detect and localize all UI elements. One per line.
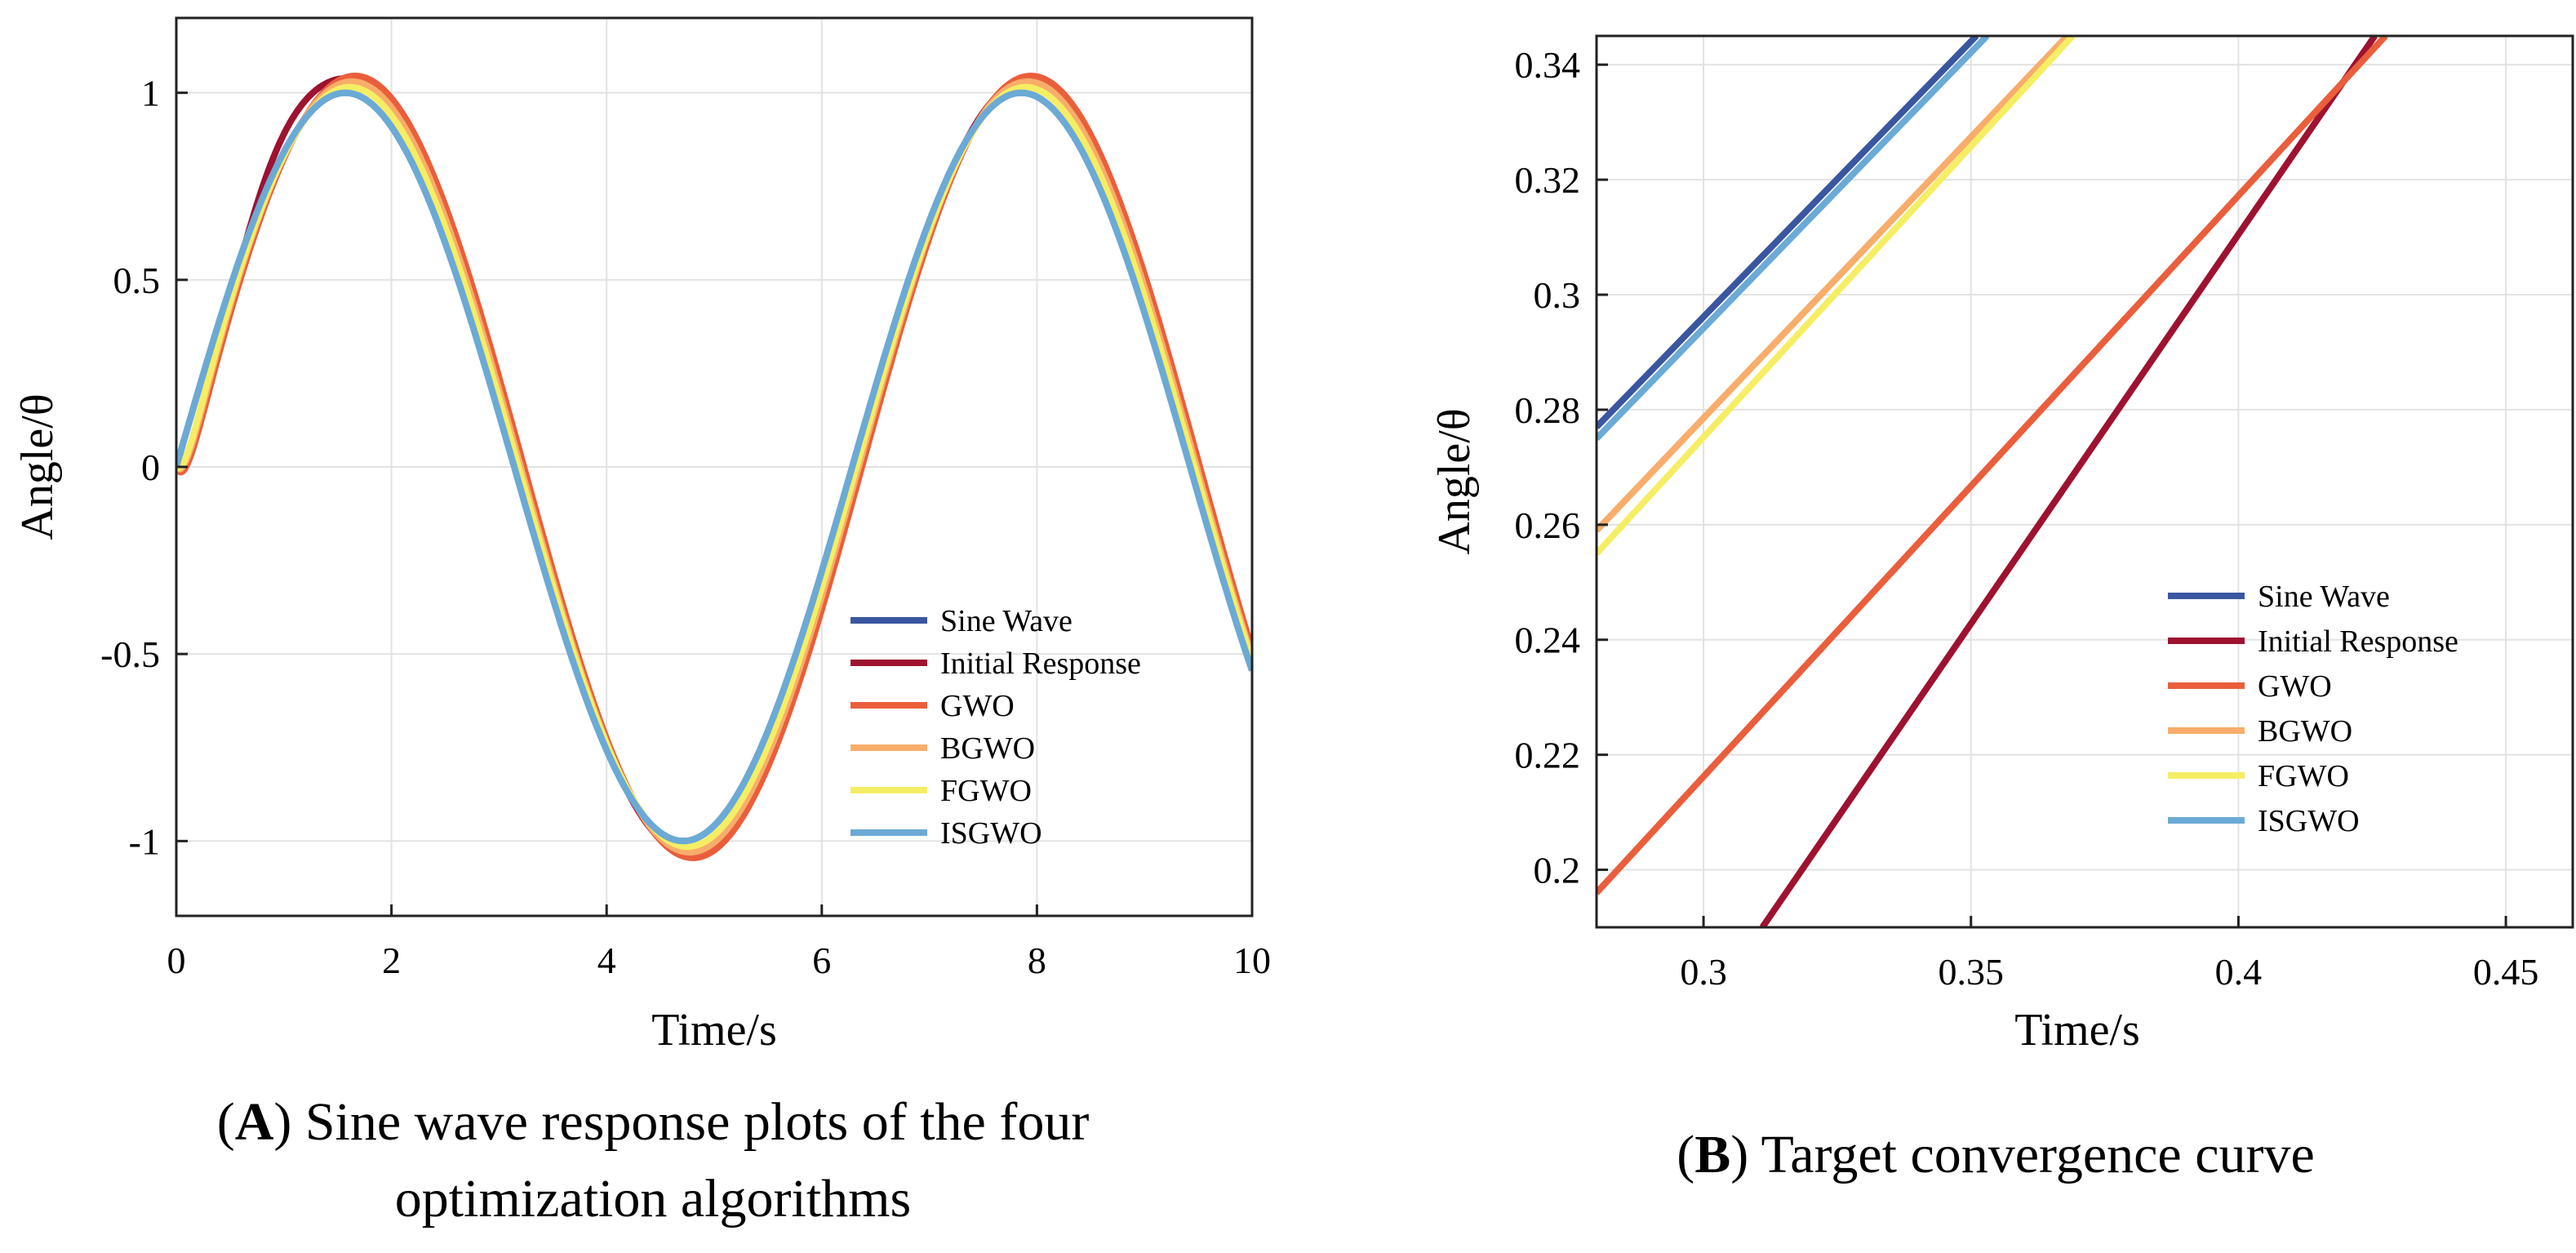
panel-a-caption-line2: optimization algorithms [395,1169,911,1229]
panel-b-y-tick-label: 0.3 [1534,274,1581,316]
panel-a-series-initial-response [176,75,1252,856]
panel-b-legend-label-fgwo: FGWO [2258,759,2349,793]
panel-b-series-sine-wave [1597,36,1979,429]
panel-b-y-label: Angle/θ [1429,408,1480,554]
panel-b-ticks: 0.3 0.35 0.4 0.45 0.34 0.32 0.3 0.28 0.26 0.24 0.2… [1515,44,2539,993]
panel-a-caption-line1: (A) Sine wave response plots of the four [217,1092,1090,1152]
panel-a-x-tick-label: 6 [812,940,831,981]
panel-b-grid [1597,36,2573,927]
panel-a-legend-label-bgwo: BGWO [940,731,1035,766]
panel-b-x-tick-label: 0.4 [2215,951,2263,993]
panel-b-legend-label-initial-response: Initial Response [2258,624,2458,659]
panel-a-y-tick-label: -0.5 [100,633,160,675]
panel-b-y-tick-label: 0.28 [1515,389,1581,431]
panel-a-series-fgwo [176,83,1252,851]
panel-b-series-group [1597,36,2388,927]
panel-a-y-tick-label: 1 [141,73,160,114]
panel-a-series-group [176,73,1252,861]
panel-b-series-fgwo [1597,36,2076,556]
panel-b-caption-letter: B [1694,1125,1730,1184]
panel-b-y-tick-label: 0.24 [1515,620,1581,661]
panel-b-chart: 0.3 0.35 0.4 0.45 0.34 0.32 0.3 0.28 0.26 0.24 0.2… [1429,34,2574,1184]
panel-b-y-tick-label: 0.22 [1515,735,1581,776]
panel-a-caption-letter: A [235,1092,274,1152]
panel-b-caption: (B) Target convergence curve [1677,1125,2315,1184]
panel-a-x-tick-label: 4 [597,940,616,981]
panel-b-series-bgwo [1597,36,2070,533]
panel-a-series-gwo [176,73,1252,861]
panel-b-caption-text: Target convergence curve [1748,1125,2315,1184]
panel-a-series-bgwo [176,78,1252,856]
panel-b-y-tick-label: 0.32 [1515,159,1581,201]
panel-a-legend: Sine Wave Initial Response GWO BGWO FGWO ISGW… [851,604,1141,851]
panel-b-x-tick-label: 0.45 [2473,951,2539,993]
panel-a-y-tick-label: 0.5 [113,260,161,301]
panel-b-y-tick-label: 0.26 [1515,504,1581,546]
panel-b-legend: Sine Wave Initial Response GWO BGWO FGWO ISGW… [2168,580,2458,838]
panel-a-legend-label-initial-response: Initial Response [940,646,1141,681]
panel-a-y-tick-label: 0 [141,447,160,488]
panel-a-caption-text: Sine wave response plots of the four [291,1092,1089,1152]
panel-a-x-tick-label: 10 [1233,940,1271,981]
panel-b-series-gwo [1597,36,2388,895]
panel-a-legend-label-fgwo: FGWO [940,774,1032,808]
panel-b-series-isgwo [1597,36,1990,441]
panel-b-y-tick-label: 0.34 [1515,44,1581,86]
panel-a-legend-label-isgwo: ISGWO [940,816,1042,851]
panel-b-y-tick-label: 0.2 [1534,850,1581,891]
panel-b-legend-label-gwo: GWO [2258,669,2332,704]
panel-a-x-tick-label: 8 [1028,940,1046,981]
panel-a-y-label: Angle/θ [12,393,63,540]
panel-b-legend-label-bgwo: BGWO [2258,714,2352,749]
panel-b-legend-label-sine-wave: Sine Wave [2258,580,2390,614]
panel-a-x-label: Time/s [651,1005,777,1055]
panel-b-x-tick-label: 0.3 [1680,951,1727,993]
panel-a-series-isgwo [176,89,1252,845]
panel-a-ticks: 0 2 4 6 8 10 1 0.5 0 -0.5 -1 [100,73,1271,981]
panel-a-legend-label-sine-wave: Sine Wave [940,604,1073,638]
panel-b-x-label: Time/s [2014,1005,2140,1055]
panel-a-y-tick-label: -1 [129,820,160,862]
panel-b-series-initial-response [1759,36,2378,927]
panel-a-x-tick-label: 0 [167,940,186,981]
panel-b-x-tick-label: 0.35 [1938,951,2004,993]
panel-b-axes-box [1595,34,2574,929]
panel-a-x-tick-label: 2 [382,940,401,981]
panel-a-chart: 0 2 4 6 8 10 1 0.5 0 -0.5 -1 Time/s Angle/θ Sine W… [12,16,1271,1229]
panel-a-legend-label-gwo: GWO [940,689,1015,723]
panel-b-legend-label-isgwo: ISGWO [2258,804,2360,838]
